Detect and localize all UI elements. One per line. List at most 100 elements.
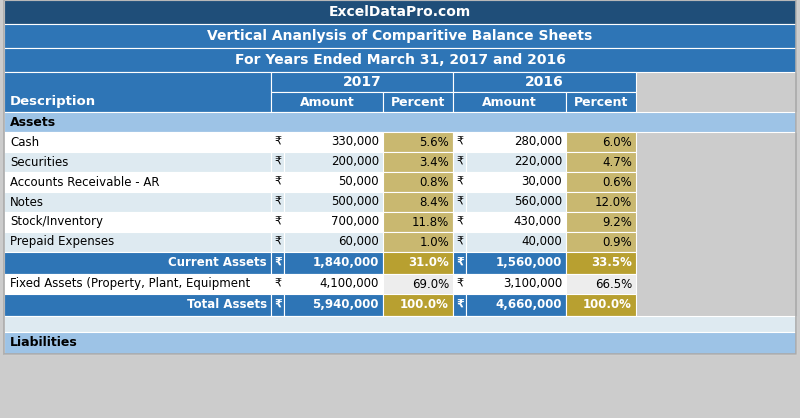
Bar [466,294,566,316]
Text: 4,100,000: 4,100,000 [320,278,379,291]
Bar [4,72,271,112]
Bar [453,232,466,252]
Text: 4,660,000: 4,660,000 [495,298,562,311]
Text: 100.0%: 100.0% [400,298,449,311]
Bar [383,192,453,212]
Bar [271,212,284,232]
Text: 69.0%: 69.0% [412,278,449,291]
Text: 1,560,000: 1,560,000 [496,257,562,270]
Text: ₹: ₹ [275,237,282,247]
Text: Accounts Receivable - AR: Accounts Receivable - AR [10,176,159,189]
Bar [453,152,466,172]
Bar [4,0,796,24]
Text: Total Assets: Total Assets [187,298,267,311]
Bar [271,294,284,316]
Bar [4,172,271,192]
Text: 3,100,000: 3,100,000 [502,278,562,291]
Text: 430,000: 430,000 [514,216,562,229]
Text: Liabilities: Liabilities [10,336,78,349]
Text: ₹: ₹ [275,217,282,227]
Text: 31.0%: 31.0% [408,257,449,270]
Bar [284,212,383,232]
Text: ₹: ₹ [456,258,464,268]
Bar [284,132,383,152]
Bar [271,232,284,252]
Text: Stock/Inventory: Stock/Inventory [10,216,103,229]
Bar [453,252,466,274]
Bar [4,112,796,132]
Text: Current Assets: Current Assets [168,257,267,270]
Bar [4,24,796,48]
Bar [466,232,566,252]
Bar [466,172,566,192]
Text: ₹: ₹ [457,137,464,147]
Bar [466,212,566,232]
Text: Fixed Assets (Property, Plant, Equipment: Fixed Assets (Property, Plant, Equipment [10,278,250,291]
Bar [271,152,284,172]
Bar [453,172,466,192]
Text: ₹: ₹ [457,197,464,207]
Text: ₹: ₹ [274,258,282,268]
Bar [383,294,453,316]
Text: 40,000: 40,000 [522,235,562,248]
Bar [566,252,636,274]
Text: 560,000: 560,000 [514,196,562,209]
Text: Notes: Notes [10,196,44,209]
Text: Amount: Amount [482,95,537,109]
Bar [453,294,466,316]
Bar [4,132,271,152]
Bar [284,274,383,294]
Text: ₹: ₹ [275,157,282,167]
Text: ExcelDataPro.com: ExcelDataPro.com [329,5,471,19]
Text: 3.4%: 3.4% [419,155,449,168]
Text: 500,000: 500,000 [331,196,379,209]
Bar [566,152,636,172]
Bar [566,172,636,192]
Bar [4,294,271,316]
Text: Securities: Securities [10,155,68,168]
Bar [466,252,566,274]
Text: ₹: ₹ [274,300,282,310]
Bar [453,212,466,232]
Bar [566,212,636,232]
Text: 1.0%: 1.0% [419,235,449,248]
Text: 280,000: 280,000 [514,135,562,148]
Bar [4,274,271,294]
Bar [383,232,453,252]
Bar [271,252,284,274]
Text: 30,000: 30,000 [522,176,562,189]
Bar [466,132,566,152]
Text: 2017: 2017 [342,75,382,89]
Text: 8.4%: 8.4% [419,196,449,209]
Text: Cash: Cash [10,135,39,148]
Text: 6.0%: 6.0% [602,135,632,148]
Text: ₹: ₹ [457,279,464,289]
Text: ₹: ₹ [275,279,282,289]
Bar [453,72,636,92]
Text: Amount: Amount [300,95,354,109]
Text: 50,000: 50,000 [338,176,379,189]
Text: 2016: 2016 [525,75,564,89]
Bar [383,172,453,192]
Text: ₹: ₹ [457,217,464,227]
Text: 4.7%: 4.7% [602,155,632,168]
Bar [453,92,566,112]
Text: 5.6%: 5.6% [419,135,449,148]
Text: Percent: Percent [391,95,445,109]
Bar [453,192,466,212]
Bar [566,294,636,316]
Bar [566,92,636,112]
Text: ₹: ₹ [456,300,464,310]
Text: Assets: Assets [10,115,56,128]
Bar [4,0,796,354]
Bar [4,316,796,332]
Text: 60,000: 60,000 [338,235,379,248]
Bar [271,132,284,152]
Bar [4,192,271,212]
Text: ₹: ₹ [457,157,464,167]
Bar [271,72,453,92]
Text: 330,000: 330,000 [331,135,379,148]
Bar [466,274,566,294]
Text: 0.8%: 0.8% [419,176,449,189]
Text: 0.6%: 0.6% [602,176,632,189]
